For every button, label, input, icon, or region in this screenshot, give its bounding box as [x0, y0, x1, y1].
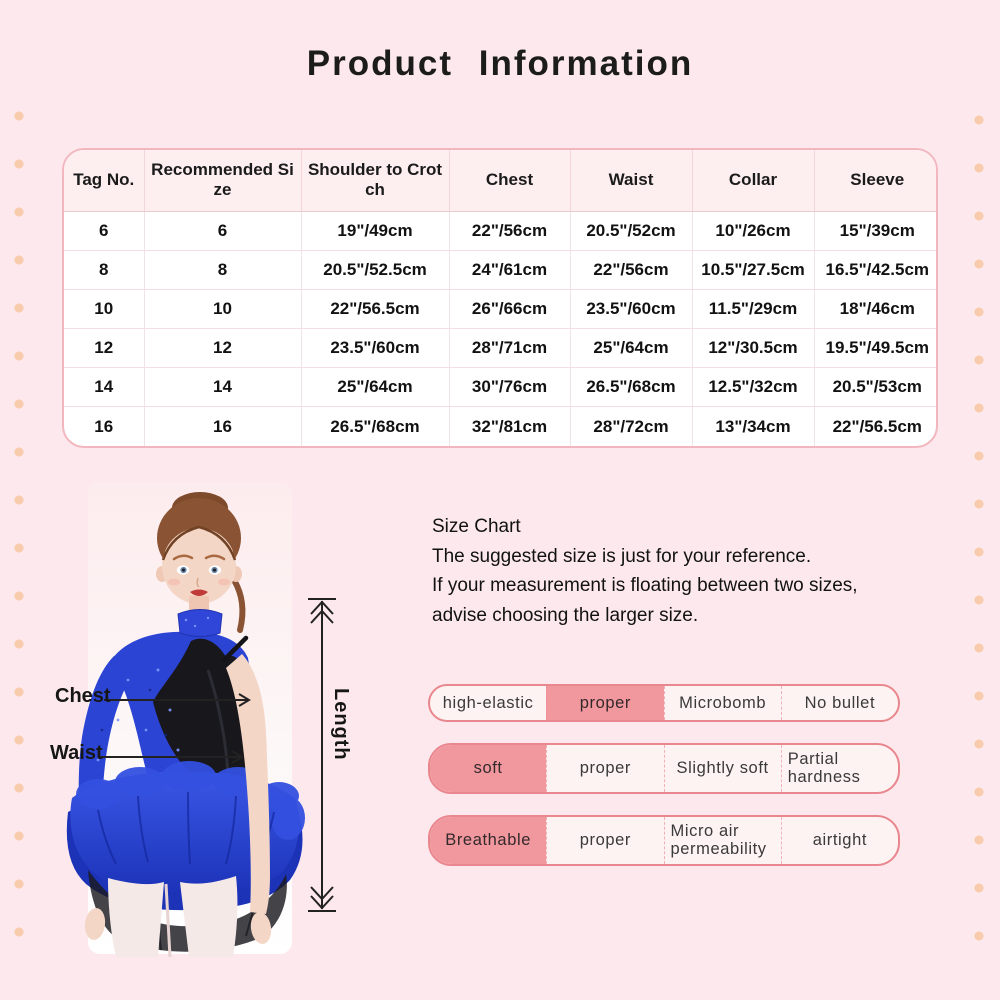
polka-dots-right	[966, 96, 992, 962]
table-cell: 8	[144, 250, 302, 290]
column-header: Shoulder to Crot ch	[301, 150, 450, 212]
chest-label: Chest	[55, 685, 111, 707]
table-row: 16 16 26.5"/68cm 32"/81cm 28"/72cm 13"/34cm 22…	[64, 406, 936, 446]
table-cell: 12.5"/32cm	[692, 367, 815, 408]
size-note-line: advise choosing the larger size.	[432, 604, 699, 626]
table-cell: 30"/76cm	[449, 367, 571, 408]
table-cell: 16	[144, 406, 302, 446]
table-row: 8 8 20.5"/52.5cm 24"/61cm 22"/56cm 10.5"/27.5…	[64, 250, 936, 290]
table-cell: 22"/56.5cm	[832, 416, 922, 436]
table-cell: 10	[144, 289, 302, 329]
size-table: Tag No. Recommended Si ze Shoulder to Crot…	[64, 150, 936, 446]
size-table-header-row: Tag No. Recommended Si ze Shoulder to Crot…	[64, 150, 936, 212]
table-cell: 26.5"/68cm	[570, 367, 693, 408]
table-cell: 28"/71cm	[449, 328, 571, 369]
table-cell: 19"/49cm	[301, 211, 450, 251]
property-cell: Micro air permeability	[663, 816, 781, 864]
product-photo	[66, 482, 305, 958]
table-cell: 25"/64cm	[570, 328, 693, 369]
property-cell: proper	[546, 745, 663, 792]
property-pill: high-elastic proper Microbomb No bullet	[428, 684, 900, 722]
table-row: 6 6 19"/49cm 22"/56cm 20.5"/52cm 10"/26cm 15"/…	[64, 211, 936, 251]
table-cell: 28"/72cm	[570, 406, 693, 446]
column-header: Recommended Si ze	[144, 150, 302, 212]
table-cell: 20.5"/52.5cm	[301, 250, 450, 290]
table-cell: 12	[144, 328, 302, 369]
property-cell: No bullet	[780, 686, 898, 720]
size-table-body: 6 6 19"/49cm 22"/56cm 20.5"/52cm 10"/26cm 15"/…	[64, 211, 936, 446]
waist-label: Waist	[50, 742, 103, 764]
table-row: 12 12 23.5"/60cm 28"/71cm 25"/64cm 12"/30.5cm…	[64, 328, 936, 369]
property-cell: high-elastic	[442, 693, 534, 712]
property-badges: high-elastic proper Microbomb No bullet soft…	[428, 684, 900, 887]
table-cell: 20.5"/52cm	[570, 211, 693, 251]
table-cell: 15"/39cm	[814, 211, 936, 251]
property-pill: soft proper Slightly soft Partial hardness	[428, 743, 900, 794]
table-cell: 18"/46cm	[814, 289, 936, 329]
table-cell: 6	[144, 211, 302, 251]
size-note-heading: Size Chart	[432, 516, 521, 537]
polka-dots-left	[6, 92, 32, 958]
table-cell: 22"/56cm	[449, 211, 571, 251]
column-header: Sleeve	[814, 150, 936, 212]
property-cell: proper	[546, 816, 663, 864]
table-cell: 6	[64, 211, 145, 251]
size-note-lines: The suggested size is just for your refe…	[432, 542, 932, 631]
table-cell: 11.5"/29cm	[692, 289, 815, 329]
table-cell: 14	[64, 367, 145, 408]
property-cell: soft	[430, 745, 547, 792]
table-cell: 8	[64, 250, 145, 290]
table-cell: 12	[64, 328, 145, 369]
table-cell: 32"/81cm	[449, 406, 571, 446]
column-header: Tag No.	[64, 150, 145, 212]
size-note-line: If your measurement is floating between …	[432, 575, 858, 596]
table-cell: 10.5"/27.5cm	[692, 250, 815, 290]
size-chart-table-container: Tag No. Recommended Si ze Shoulder to Crot…	[62, 148, 938, 448]
property-cell: airtight	[780, 816, 898, 864]
table-cell: 19.5"/49.5cm	[814, 328, 936, 369]
property-cell: Microbomb	[663, 686, 781, 720]
column-header: Collar	[692, 150, 815, 212]
table-cell: 14	[144, 367, 302, 408]
table-cell: 22"/56cm	[570, 250, 693, 290]
table-row: 10 10 22"/56.5cm 26"/66cm 23.5"/60cm 11.5"/29…	[64, 289, 936, 329]
page-title: Product Information	[306, 44, 694, 83]
property-cell: proper	[546, 686, 664, 720]
table-cell: 12"/30.5cm	[692, 328, 815, 369]
table-cell: 24"/61cm	[449, 250, 571, 290]
property-cell: Partial hardness	[780, 745, 898, 792]
size-note-line: The suggested size is just for your refe…	[432, 545, 812, 567]
table-cell: 16.5"/42.5cm	[814, 250, 936, 290]
column-header: Chest	[449, 150, 571, 212]
table-row: 14 14 25"/64cm 30"/76cm 26.5"/68cm 12.5"/32cm…	[64, 367, 936, 408]
column-header: Waist	[570, 150, 693, 212]
property-pill: Breathable proper Micro air permeability ai…	[428, 814, 900, 866]
table-cell: 10	[64, 289, 145, 329]
property-cell: Breathable	[430, 816, 547, 864]
table-cell: 23.5"/60cm	[301, 328, 450, 369]
table-cell: 16	[64, 406, 145, 446]
length-label: Length	[330, 688, 352, 761]
table-cell: 25"/64cm	[301, 367, 450, 408]
table-cell: 22"/56.5cm	[301, 289, 450, 329]
table-cell: 13"/34cm	[692, 406, 815, 446]
table-cell: 26.5"/68cm	[301, 406, 450, 446]
size-note: Size Chart The suggested size is just fo…	[432, 512, 932, 630]
table-cell: 10"/26cm	[692, 211, 815, 251]
property-cell: Slightly soft	[663, 745, 781, 792]
table-cell: 26"/66cm	[449, 289, 571, 329]
table-cell: 20.5"/53cm	[814, 367, 936, 408]
table-cell: 23.5"/60cm	[570, 289, 693, 329]
